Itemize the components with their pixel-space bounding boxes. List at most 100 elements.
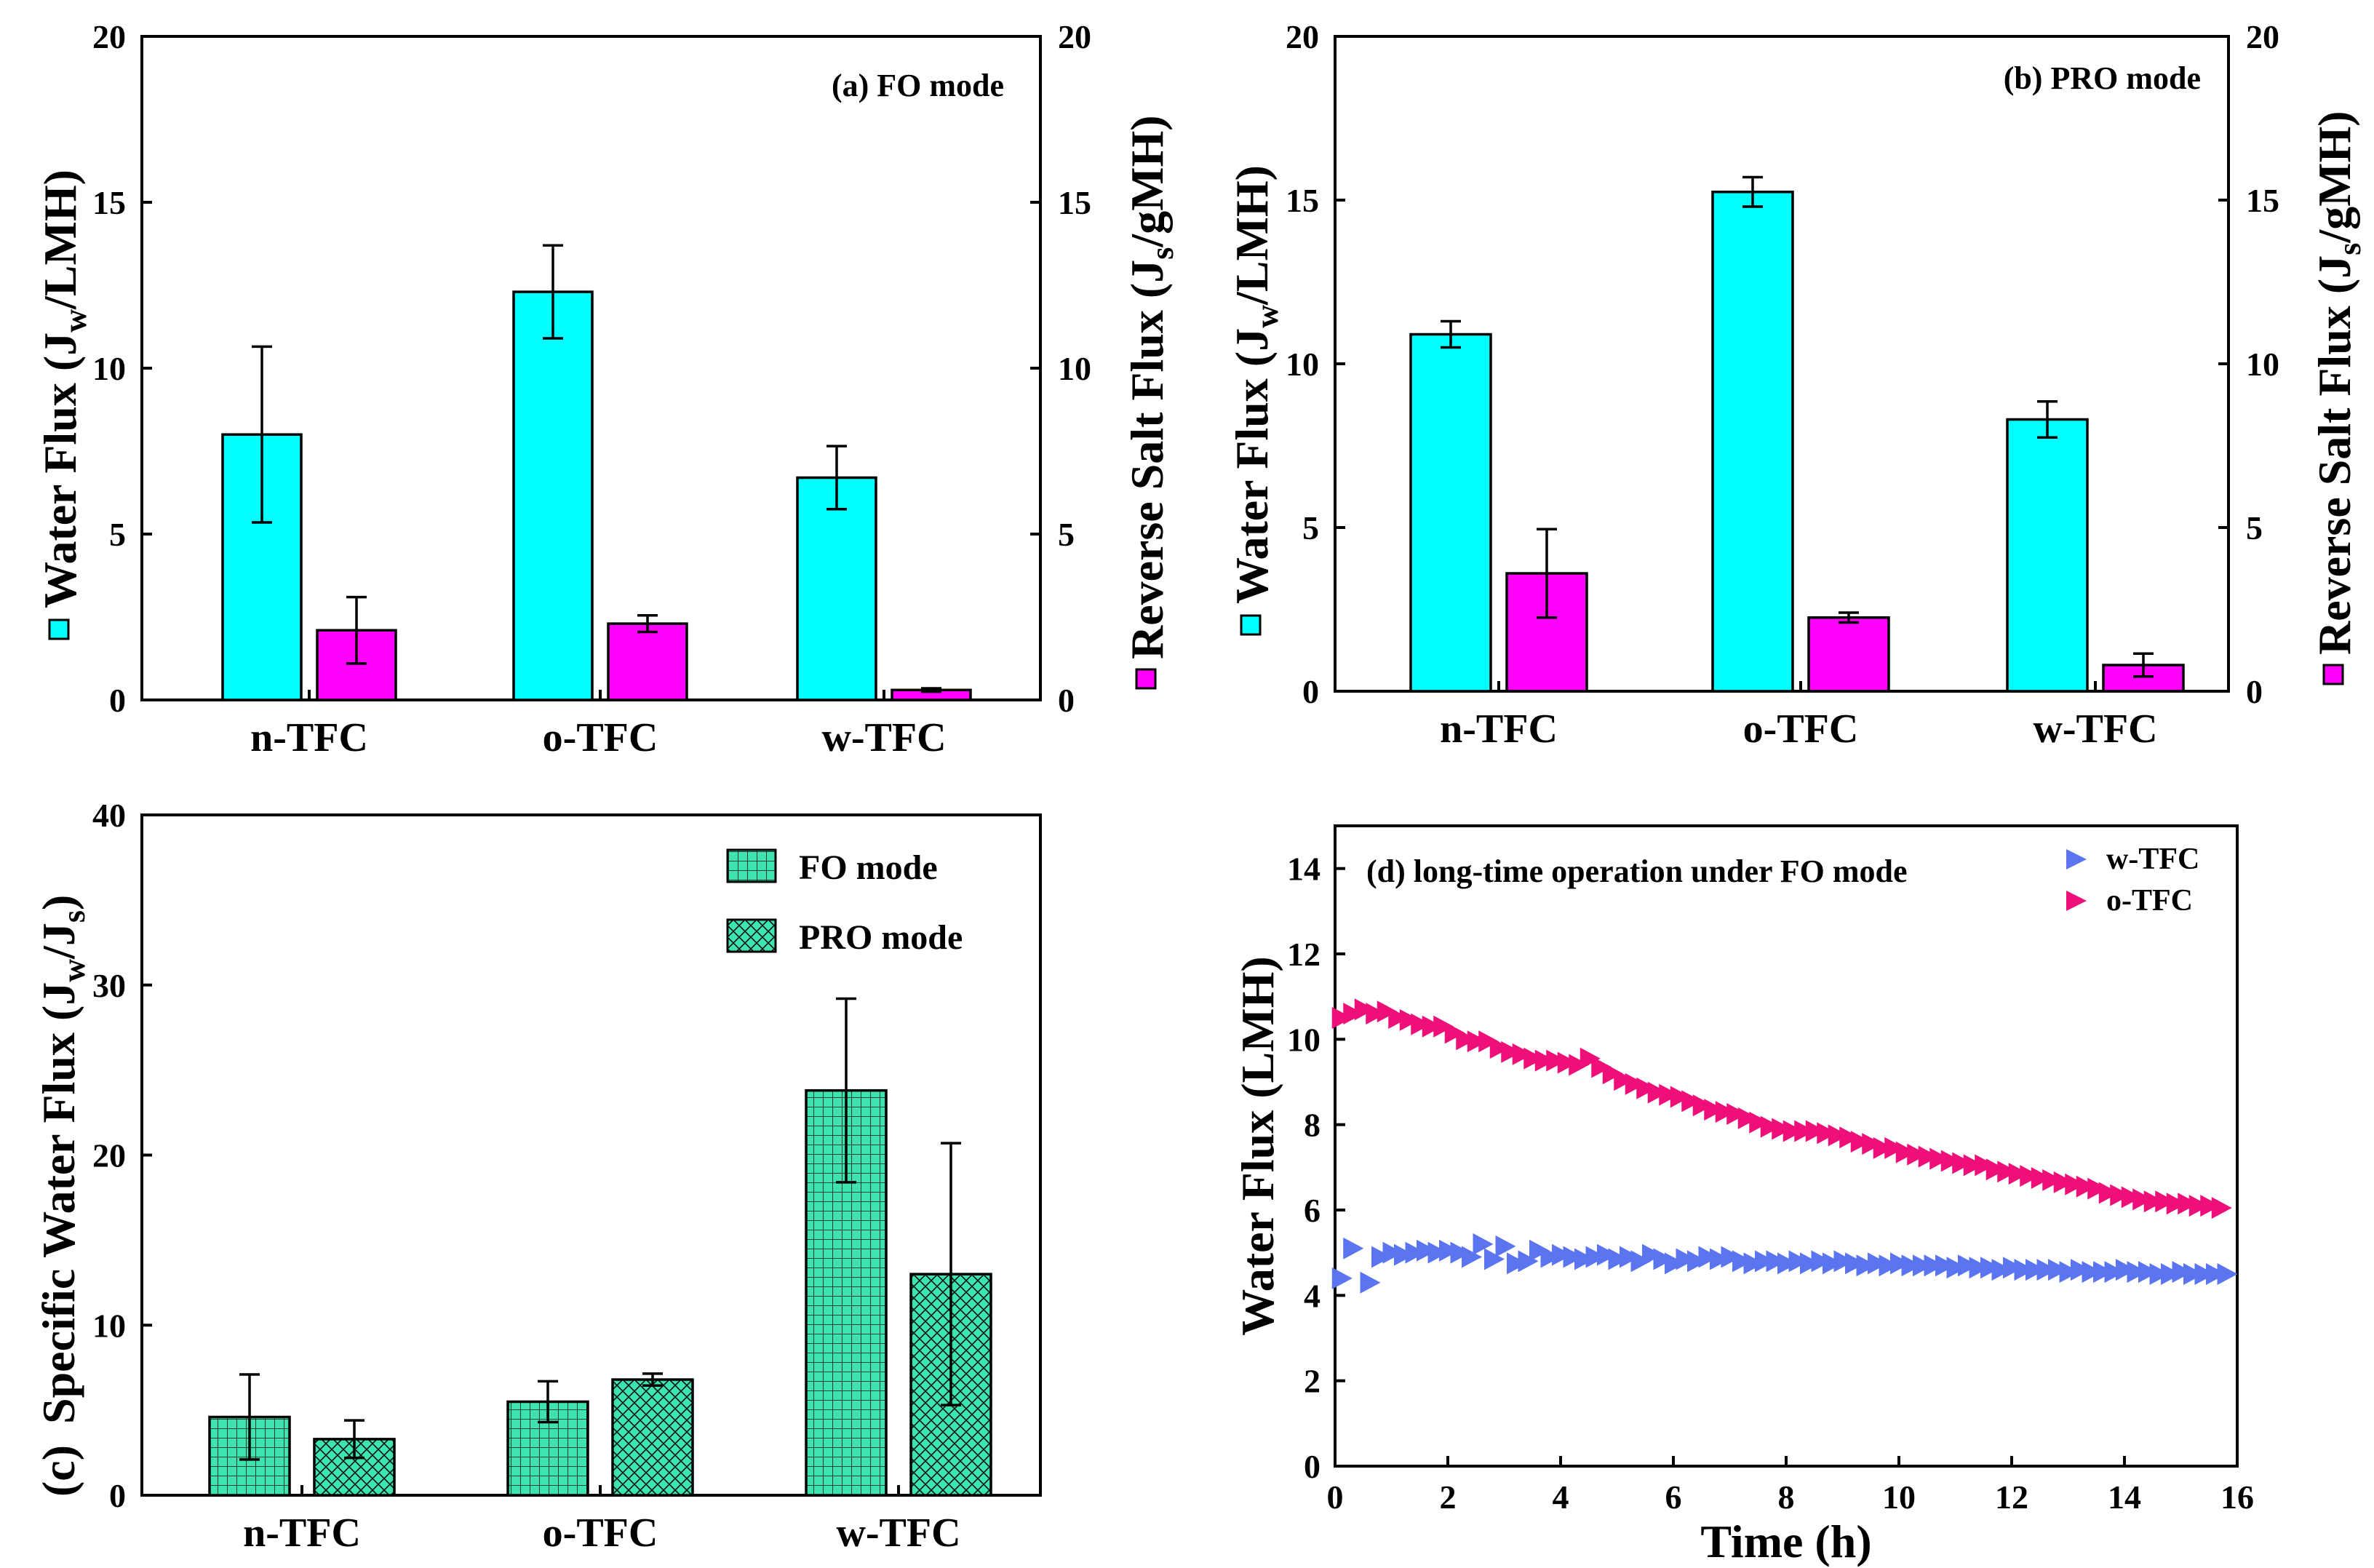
w-TFC-point <box>2172 1261 2193 1284</box>
x-tick-label: 0 <box>1327 1479 1344 1516</box>
o-TFC-point <box>1569 1054 1590 1076</box>
o-TFC-point <box>1659 1083 1680 1106</box>
o-TFC-point <box>1895 1141 1916 1163</box>
y-tick-label: 15 <box>1058 184 1091 221</box>
w-TFC-point <box>1991 1259 2012 1281</box>
panel-d-annotation: (d) long-time operation under FO mode <box>1366 853 1908 889</box>
o-TFC-point <box>1444 1022 1465 1044</box>
w-TFC-point <box>1743 1252 1764 1275</box>
svg-text:Specific Water Flux (Jw/Js): Specific Water Flux (Jw/Js) <box>33 895 92 1424</box>
o-TFC-point <box>1388 1007 1409 1029</box>
w-TFC-point <box>1552 1243 1572 1266</box>
x-tick-label: 14 <box>2108 1479 2141 1516</box>
y-tick-label: 30 <box>92 967 126 1004</box>
w-TFC-point <box>1360 1271 1381 1294</box>
o-TFC-point <box>1625 1072 1646 1095</box>
w-TFC-point <box>2138 1261 2159 1284</box>
w-TFC-point <box>2217 1263 2238 1285</box>
w-TFC-point <box>2059 1261 2080 1284</box>
pro-mode-bar-o-TFC <box>611 1378 694 1497</box>
panel-d: 0 2 4 6 8 10 12 14 0 2 4 6 8 10 12 14 16 (d) long-time … <box>1232 824 2254 1567</box>
y-tick-label: 5 <box>109 516 126 553</box>
o-TFC-point <box>2076 1175 2097 1198</box>
panel-b-right-ylabel: Reverse Salt Flux (Js/gMH) <box>2309 111 2367 685</box>
w-TFC-point <box>1653 1248 1674 1270</box>
w-TFC-point <box>1710 1248 1730 1270</box>
w-TFC-point <box>2194 1263 2215 1285</box>
w-TFC-point <box>2082 1261 2103 1284</box>
y-tick-label: 20 <box>92 1137 126 1174</box>
w-TFC-point <box>2071 1259 2091 1281</box>
w-TFC-point <box>1597 1243 1617 1266</box>
water-flux-bar-o-TFC <box>1711 191 1794 693</box>
y-tick-label: 10 <box>1287 1021 1321 1058</box>
panel-d-points <box>1331 998 2238 1294</box>
w-TFC-point <box>1687 1250 1708 1273</box>
o-TFC-point <box>1422 1015 1443 1038</box>
w-TFC-point <box>1529 1239 1550 1262</box>
panel-d-x-ticks: 0 2 4 6 8 10 12 14 16 <box>1327 1456 2254 1516</box>
legend-marker-w-tfc <box>2066 849 2087 869</box>
w-TFC-point <box>1620 1246 1640 1268</box>
w-TFC-point <box>1721 1246 1742 1268</box>
y-tick-label: 20 <box>1286 18 1319 55</box>
w-TFC-point <box>1439 1239 1459 1262</box>
y-tick-label: 10 <box>92 1307 126 1344</box>
x-category-label: o-TFC <box>543 715 658 760</box>
o-TFC-point <box>2098 1182 2119 1204</box>
w-TFC-point <box>1755 1250 1775 1273</box>
w-TFC-point <box>1585 1246 1606 1268</box>
w-TFC-point <box>1394 1243 1414 1266</box>
y-tick-label: 40 <box>92 797 126 834</box>
o-TFC-point <box>1783 1120 1804 1142</box>
o-TFC-point <box>1715 1101 1736 1123</box>
w-TFC-point <box>1371 1246 1392 1268</box>
o-TFC-point <box>1523 1047 1545 1070</box>
o-TFC-point <box>2020 1165 2041 1187</box>
o-TFC-point <box>1670 1086 1691 1108</box>
o-TFC-point <box>1546 1049 1567 1072</box>
w-TFC-point <box>1879 1254 1900 1277</box>
legend-swatch-pro <box>726 918 777 953</box>
salt-flux-bar-o-TFC <box>607 622 688 701</box>
panel-d-legend: w-TFC o-TFC <box>2066 843 2199 918</box>
x-tick-label: 8 <box>1778 1479 1795 1516</box>
panel-a-left-ylabel: Water Flux (Jw/LMH) <box>34 170 93 640</box>
o-TFC-point <box>1343 1003 1364 1025</box>
x-tick-label: 4 <box>1553 1479 1569 1516</box>
y-tick-label: 0 <box>1058 682 1075 719</box>
o-TFC-point <box>2053 1171 2074 1193</box>
o-TFC-point <box>1760 1115 1781 1138</box>
y-tick-label: 0 <box>1304 1448 1321 1485</box>
o-TFC-point <box>1862 1133 1883 1155</box>
o-TFC-point <box>1749 1111 1770 1134</box>
y-tick-label: 0 <box>2246 673 2263 710</box>
o-TFC-point <box>1354 998 1375 1021</box>
w-TFC-point <box>1732 1250 1753 1273</box>
x-tick-label: 10 <box>1882 1479 1916 1516</box>
o-TFC-point <box>2087 1177 2108 1200</box>
water-flux-bar-o-TFC <box>512 290 594 701</box>
o-TFC-point <box>2166 1193 2187 1215</box>
svg-text:Reverse Salt Flux (Js/gMH): Reverse Salt Flux (Js/gMH) <box>2309 111 2367 655</box>
w-TFC-point <box>2036 1259 2058 1281</box>
w-TFC-point <box>1630 1250 1652 1273</box>
legend-swatch-fo <box>726 848 777 883</box>
w-TFC-point <box>1788 1250 1809 1273</box>
w-TFC-point <box>1417 1239 1437 1262</box>
o-TFC-point <box>2155 1190 2176 1213</box>
panel-c: 0 10 20 30 40 n-TFC o-TFC w-TFC (c) Specific W… <box>33 797 1042 1556</box>
o-TFC-point <box>1534 1049 1556 1072</box>
o-TFC-point <box>1636 1077 1657 1099</box>
o-TFC-point <box>1772 1118 1793 1140</box>
y-tick-label: 20 <box>2246 18 2279 55</box>
o-TFC-point <box>2132 1188 2154 1211</box>
y-tick-label: 14 <box>1287 851 1321 888</box>
w-TFC-point <box>1518 1250 1539 1273</box>
o-TFC-point <box>1975 1154 1996 1177</box>
panel-c-ylabel: (c) Specific Water Flux (Jw/Js) <box>33 895 92 1497</box>
o-TFC-point <box>1467 1030 1488 1053</box>
o-TFC-point <box>1331 1007 1353 1029</box>
x-category-label: w-TFC <box>836 1511 960 1556</box>
panel-a-x-categories: n-TFC o-TFC w-TFC <box>250 690 947 760</box>
